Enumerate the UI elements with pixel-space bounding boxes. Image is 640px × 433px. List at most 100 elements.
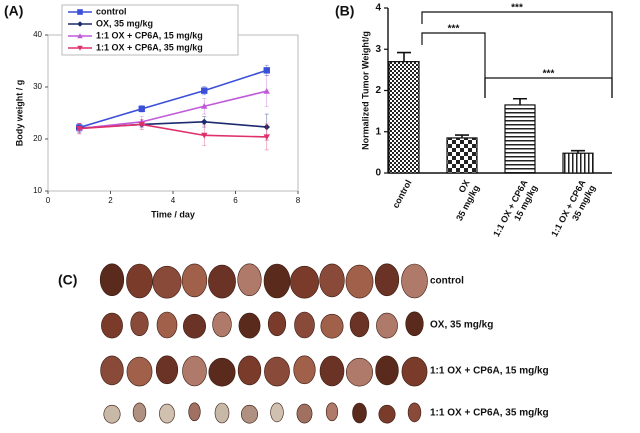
tumor-photo bbox=[270, 402, 284, 423]
error-bar bbox=[397, 51, 411, 62]
tumor-photo bbox=[401, 356, 428, 387]
legend-marker bbox=[77, 45, 83, 51]
y-tick-label: 1 bbox=[375, 126, 381, 137]
x-tick-label: OX35 mg/kg bbox=[445, 178, 482, 222]
row-label: 1:1 OX + CP6A, 35 mg/kg bbox=[430, 408, 549, 419]
tumor-photo bbox=[296, 403, 313, 424]
series-line bbox=[79, 123, 267, 138]
x-tick-label: 1:1 OX + CP6A15 mg/kg bbox=[492, 178, 540, 244]
legend-label: OX, 35 mg/kg bbox=[96, 18, 153, 28]
tumor-photo bbox=[100, 355, 124, 386]
tumor-photo bbox=[101, 312, 123, 339]
y-tick-label: 3 bbox=[375, 44, 381, 55]
tumor-photo bbox=[376, 312, 398, 339]
x-tick-label: 8 bbox=[296, 196, 301, 205]
plot-frame bbox=[47, 34, 299, 192]
legend-marker bbox=[77, 21, 83, 27]
tumor-photo bbox=[378, 404, 396, 424]
marker bbox=[138, 121, 145, 128]
y-tick-label: 4 bbox=[375, 3, 381, 14]
tumor-photo bbox=[208, 264, 236, 299]
y-tick-label: 40 bbox=[33, 30, 42, 39]
tumor-photo bbox=[293, 355, 316, 385]
bar bbox=[446, 137, 478, 174]
y-tick-label: 10 bbox=[33, 186, 42, 195]
significance-label: *** bbox=[448, 24, 460, 35]
tumor-photo bbox=[130, 311, 149, 337]
tumor-photo bbox=[132, 402, 147, 423]
tumor-photo bbox=[182, 355, 207, 387]
row-label: OX, 35 mg/kg bbox=[430, 320, 493, 331]
tumor-photo bbox=[267, 311, 287, 337]
significance-label: *** bbox=[543, 69, 555, 80]
legend-marker bbox=[77, 9, 83, 15]
tumor-photo bbox=[241, 404, 259, 424]
marker bbox=[263, 87, 270, 94]
significance-bracket bbox=[421, 32, 486, 98]
marker bbox=[201, 132, 208, 139]
tumor-photo bbox=[374, 263, 400, 297]
legend-label: 1:1 OX + CP6A, 35 mg/kg bbox=[96, 42, 203, 52]
tumor-photo bbox=[294, 311, 315, 339]
significance-label: *** bbox=[511, 3, 523, 14]
marker bbox=[201, 103, 208, 109]
tumor-photo bbox=[289, 265, 319, 299]
tumor-photo bbox=[237, 355, 262, 386]
x-tick-label: 1:1 OX + CP6A35 mg/kg bbox=[550, 178, 598, 244]
row-label: control bbox=[430, 276, 464, 287]
series-line bbox=[79, 69, 267, 129]
tumor-photo bbox=[405, 311, 424, 337]
marker bbox=[201, 118, 208, 126]
tumor-photo bbox=[345, 264, 374, 299]
tumor-photo bbox=[183, 313, 207, 339]
marker bbox=[76, 126, 83, 132]
panel-label: (C) bbox=[58, 272, 77, 288]
x-tick-label: 6 bbox=[233, 196, 238, 205]
y-tick-label: 20 bbox=[33, 134, 42, 143]
tumor-photo bbox=[214, 402, 230, 424]
bar bbox=[388, 61, 420, 174]
tumor-photo bbox=[349, 311, 370, 338]
panel-label: (A) bbox=[4, 3, 23, 19]
tumor-photo bbox=[152, 265, 182, 299]
tumor-photo bbox=[238, 312, 261, 339]
x-tick-label: 0 bbox=[46, 196, 51, 205]
bar bbox=[504, 104, 536, 174]
tumor-photo bbox=[181, 263, 208, 298]
x-tick-label: control bbox=[391, 178, 414, 210]
tumor-photo bbox=[407, 402, 422, 423]
error-bar bbox=[513, 97, 527, 105]
tumor-photo bbox=[208, 357, 236, 387]
marker bbox=[263, 134, 270, 141]
significance-bracket bbox=[421, 11, 613, 98]
legend-marker bbox=[77, 33, 83, 39]
x-axis-label: Time / day bbox=[151, 209, 195, 219]
tumor-photo bbox=[103, 404, 121, 424]
tumor-photo bbox=[126, 356, 153, 387]
tumor-photo bbox=[352, 402, 367, 424]
legend-label: control bbox=[96, 6, 127, 16]
tumor-photo bbox=[401, 263, 428, 299]
marker bbox=[138, 105, 145, 113]
tumor-photo bbox=[319, 263, 345, 298]
tumor-photo bbox=[156, 311, 178, 339]
tumor-photo bbox=[319, 355, 345, 387]
tumor-photo bbox=[345, 357, 373, 387]
series-line bbox=[79, 90, 267, 130]
marker bbox=[263, 67, 270, 74]
tumor-photo bbox=[155, 355, 179, 385]
significance-bracket bbox=[484, 77, 613, 98]
panel-label: (B) bbox=[335, 3, 354, 19]
y-axis-label: Body weight / g bbox=[14, 80, 24, 147]
tumor-photo bbox=[263, 263, 291, 299]
tumor-photo bbox=[320, 313, 344, 339]
y-tick-label: 30 bbox=[33, 82, 42, 91]
tumor-photo bbox=[325, 402, 339, 422]
y-tick-label: 2 bbox=[375, 85, 381, 96]
tumor-photo bbox=[159, 403, 175, 424]
x-tick-label: 2 bbox=[108, 196, 113, 205]
x-tick-label: 4 bbox=[171, 196, 176, 205]
tumor-photo bbox=[375, 355, 399, 386]
tumor-photo bbox=[237, 263, 262, 297]
